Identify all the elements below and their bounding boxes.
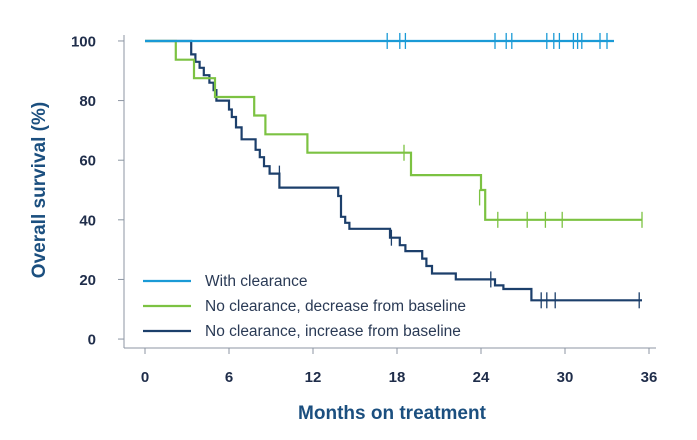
y-tick-label: 40 (79, 212, 96, 229)
series-line-no-clearance-increase-from-baseline (145, 39, 642, 302)
y-tick-label: 80 (79, 93, 96, 110)
x-tick-label: 12 (305, 369, 322, 386)
y-tick-label: 100 (71, 33, 96, 50)
y-tick-label: 0 (88, 332, 96, 349)
x-tick-label: 6 (225, 369, 233, 386)
y-tick-label: 20 (79, 272, 96, 289)
legend-label-decrease: No clearance, decrease from baseline (205, 298, 466, 315)
axes (118, 35, 656, 354)
legend-label-with-clearance: With clearance (205, 273, 308, 290)
plot-area (145, 32, 643, 309)
x-tick-label: 24 (473, 369, 490, 386)
tick-labels: 0 20 40 60 80 100 0 6 12 18 24 30 36 (71, 33, 657, 386)
y-axis-title: Overall survival (%) (29, 102, 50, 278)
legend-label-increase: No clearance, increase from baseline (205, 323, 461, 340)
series-line-no-clearance-decrease-from-baseline (145, 39, 642, 221)
x-tick-label: 0 (141, 369, 149, 386)
y-tick-label: 60 (79, 153, 96, 170)
x-tick-label: 18 (389, 369, 406, 386)
legend: With clearance No clearance, decrease fr… (143, 273, 466, 340)
x-axis-title: Months on treatment (298, 403, 487, 424)
x-tick-label: 36 (641, 369, 658, 386)
x-tick-label: 30 (557, 369, 574, 386)
